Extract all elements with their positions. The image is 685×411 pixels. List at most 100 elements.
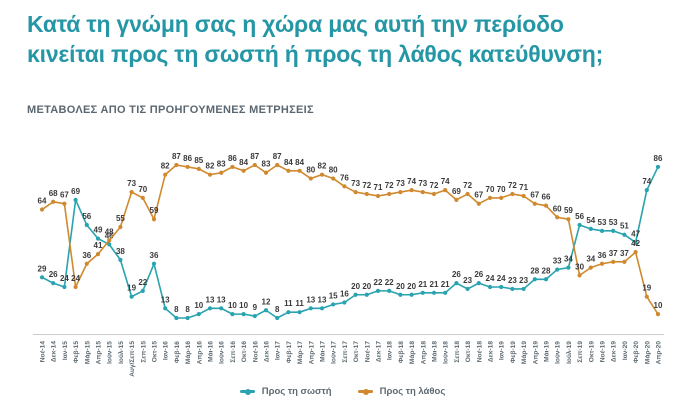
value-label-wrong-direction: 86 <box>183 154 192 163</box>
x-tick-label: Οκτ-17 <box>353 341 360 363</box>
point-right-direction <box>543 277 549 282</box>
point-wrong-direction <box>566 217 571 222</box>
point-right-direction <box>241 312 246 317</box>
value-label-wrong-direction: 36 <box>82 251 91 260</box>
x-tick-label: Ιούλ-15 <box>117 341 125 364</box>
point-right-direction <box>163 306 168 311</box>
point-wrong-direction <box>62 201 67 206</box>
legend-label-wrong-direction: Προς τη λάθος <box>379 386 446 397</box>
value-label-wrong-direction: 80 <box>306 166 315 175</box>
x-tick-label: Ιούν-15 <box>107 341 114 364</box>
x-tick-label: Φεβ-18 <box>398 341 405 363</box>
x-tick-label: Οκτ-18 <box>465 341 472 363</box>
value-label-wrong-direction: 82 <box>161 162 170 171</box>
value-label-wrong-direction: 83 <box>262 160 271 169</box>
value-label-wrong-direction: 72 <box>463 181 472 190</box>
value-label-wrong-direction: 64 <box>38 197 47 206</box>
value-label-wrong-direction: 24 <box>71 274 80 283</box>
point-wrong-direction <box>319 172 325 177</box>
value-label-wrong-direction: 30 <box>575 262 584 271</box>
value-label-right-direction: 13 <box>306 295 315 304</box>
point-wrong-direction <box>353 189 358 195</box>
value-label-right-direction: 8 <box>174 305 179 314</box>
point-right-direction <box>387 288 392 293</box>
value-label-wrong-direction: 67 <box>60 191 69 200</box>
value-label-right-direction: 19 <box>127 284 136 293</box>
x-tick-label: Μάρ-16 <box>185 341 192 364</box>
point-right-direction <box>230 312 235 317</box>
value-label-right-direction: 15 <box>329 291 338 300</box>
point-right-direction <box>263 308 269 313</box>
value-label-wrong-direction: 69 <box>452 187 461 196</box>
point-right-direction <box>420 290 425 295</box>
point-wrong-direction <box>499 195 504 201</box>
point-wrong-direction <box>588 265 593 270</box>
point-right-direction <box>532 277 537 282</box>
point-right-direction <box>611 228 616 233</box>
x-tick-label: Ιούν-16 <box>219 341 226 364</box>
point-wrong-direction <box>174 162 179 168</box>
value-label-right-direction: 56 <box>82 212 91 221</box>
x-tick-label: Φεβ-16 <box>174 341 181 363</box>
x-tick-label: Δεκ-16 <box>264 341 271 362</box>
value-label-right-direction: 29 <box>38 264 47 273</box>
point-wrong-direction <box>219 170 224 175</box>
value-label-wrong-direction: 72 <box>508 181 517 190</box>
point-wrong-direction <box>241 168 246 173</box>
point-wrong-direction <box>84 261 89 266</box>
point-wrong-direction <box>599 261 605 266</box>
point-wrong-direction <box>230 164 235 170</box>
x-tick-label: Σεπ-16 <box>230 341 237 363</box>
value-label-right-direction: 56 <box>575 212 584 221</box>
value-label-right-direction: 28 <box>542 266 551 275</box>
value-label-wrong-direction: 84 <box>284 158 293 167</box>
point-wrong-direction <box>207 172 213 177</box>
x-tick-label: Μάρ-17 <box>297 341 304 364</box>
point-wrong-direction <box>420 189 425 195</box>
legend-marker-wrong-direction-icon <box>357 388 373 395</box>
value-label-right-direction: 13 <box>161 295 170 304</box>
value-label-right-direction: 20 <box>396 282 405 291</box>
x-tick-label: Ιαν-18 <box>387 341 394 360</box>
x-tick-label: Ιαν-20 <box>622 341 629 360</box>
page-title: Κατά τη γνώμη σας η χώρα μας αυτή την πε… <box>27 10 672 70</box>
point-wrong-direction <box>431 191 437 197</box>
value-label-right-direction: 13 <box>318 295 327 304</box>
point-wrong-direction <box>185 164 190 170</box>
x-tick-label: Μάρ-18 <box>409 341 416 364</box>
value-label-right-direction: 38 <box>116 247 125 256</box>
point-wrong-direction <box>297 168 302 173</box>
x-tick-label: Ιούν-18 <box>443 341 450 364</box>
point-right-direction <box>308 306 313 311</box>
point-right-direction <box>129 294 134 299</box>
x-tick-label: Οκτ-15 <box>152 341 159 363</box>
point-right-direction <box>84 222 89 228</box>
value-label-right-direction: 46 <box>105 231 114 240</box>
point-wrong-direction <box>308 176 313 181</box>
point-wrong-direction <box>151 217 157 222</box>
x-tick-label: Νοέ-16 <box>252 341 259 363</box>
value-label-right-direction: 13 <box>206 295 215 304</box>
x-tick-label: Φεβ-19 <box>510 341 517 363</box>
value-label-right-direction: 28 <box>530 266 539 275</box>
value-label-right-direction: 11 <box>295 299 304 308</box>
x-tick-label: Ιούλ-19 <box>565 341 573 364</box>
value-label-right-direction: 26 <box>49 270 58 279</box>
point-wrong-direction <box>543 203 549 208</box>
x-tick-label: Ιαν-15 <box>62 341 69 360</box>
point-right-direction <box>62 284 67 290</box>
point-right-direction <box>219 306 224 311</box>
point-wrong-direction <box>107 238 112 243</box>
point-wrong-direction <box>196 166 201 171</box>
point-wrong-direction <box>163 172 168 177</box>
point-right-direction <box>622 232 627 237</box>
point-right-direction <box>431 290 437 295</box>
line-right-direction <box>41 166 659 319</box>
point-wrong-direction <box>409 188 414 193</box>
value-label-wrong-direction: 76 <box>340 173 349 182</box>
point-wrong-direction <box>263 170 269 175</box>
point-right-direction <box>286 310 291 315</box>
line-wrong-direction <box>41 164 659 315</box>
point-right-direction <box>51 281 56 286</box>
point-wrong-direction <box>622 259 627 264</box>
